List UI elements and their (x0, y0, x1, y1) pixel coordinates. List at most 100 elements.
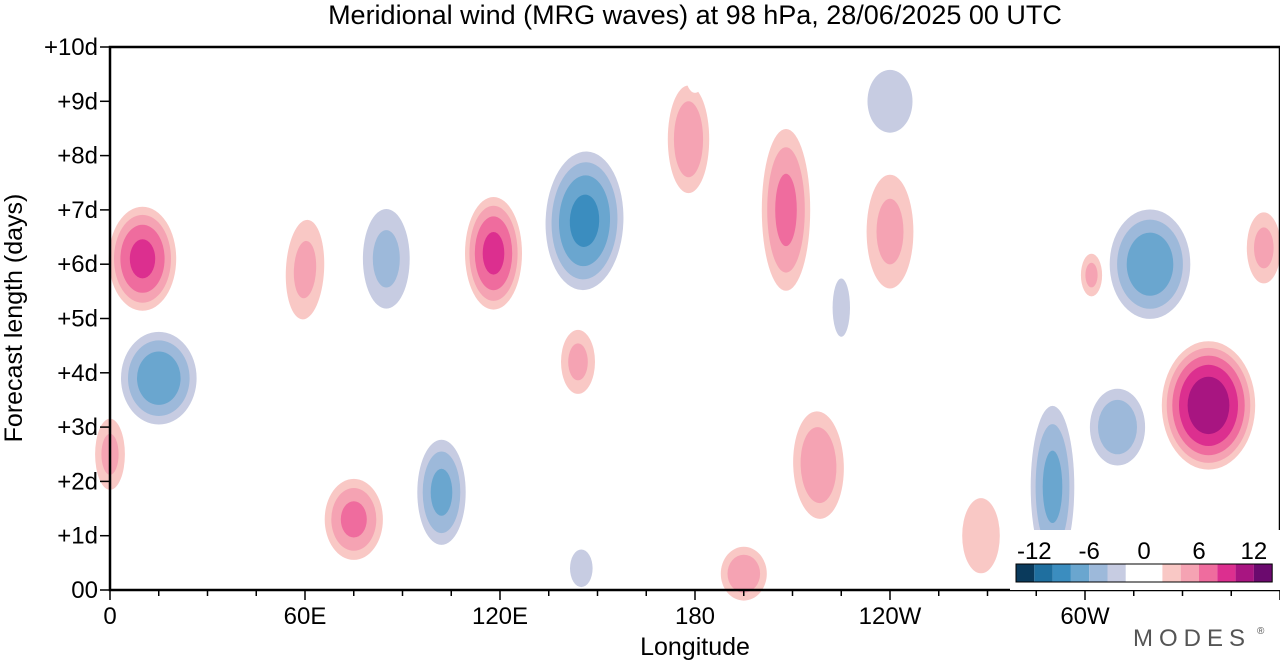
contour-band (685, 55, 705, 93)
contour-band (400, 86, 438, 181)
contour-feature (356, 194, 417, 323)
contour-feature (104, 199, 181, 318)
colorbar-cell (1144, 564, 1163, 582)
contour-feature (1077, 247, 1106, 303)
contour-feature (511, 29, 541, 87)
colorbar-tick-label: 0 (1137, 538, 1150, 565)
contour-feature (319, 471, 389, 568)
contour-feature (556, 320, 600, 404)
contour-feature (787, 399, 850, 531)
contour-band (1187, 376, 1230, 435)
contour-band (512, 471, 540, 547)
contour-band (881, 556, 899, 581)
contour-feature (941, 36, 969, 69)
contour-feature (1143, 66, 1170, 180)
contour-band (775, 173, 797, 247)
colorbar-cell (1016, 564, 1035, 582)
contour-band (1143, 66, 1170, 180)
contour-band (1085, 262, 1098, 288)
contour-feature (512, 471, 540, 547)
y-axis-label: Forecast length (days) (0, 194, 28, 443)
plot-area (90, 29, 1280, 607)
contour-feature (1157, 335, 1260, 476)
contour-feature (955, 143, 968, 168)
contour-feature (565, 541, 598, 595)
contour-band (129, 239, 156, 279)
colorbar-cell (1162, 564, 1181, 582)
contour-band (624, 43, 649, 83)
contour-feature (300, 558, 323, 590)
x-tick-label: 60W (1060, 603, 1110, 630)
contour-band (430, 468, 453, 516)
contour-band (233, 535, 279, 580)
contour-feature (881, 556, 899, 581)
x-tick-label: 120E (472, 603, 528, 630)
contour-feature (332, 395, 356, 427)
contour-feature (461, 189, 526, 318)
contour-feature (685, 55, 705, 93)
contour-band (990, 150, 1017, 226)
contour-band (569, 194, 600, 247)
contour-band (876, 198, 904, 265)
contour-feature (624, 43, 649, 83)
colorbar-cell (1125, 564, 1145, 582)
contour-band (378, 365, 394, 391)
contour-feature (1103, 201, 1197, 328)
colorbar-labels: -12 -6 0 6 12 (1017, 538, 1267, 565)
x-tick-label: 180 (675, 603, 715, 630)
x-axis-label: Longitude (640, 633, 750, 661)
colorbar-cell (1199, 564, 1218, 582)
contour-feature (990, 150, 1017, 226)
colorbar-cell (1217, 564, 1236, 582)
colorbar-tick-label: 6 (1192, 538, 1205, 565)
colorbar-cell (1253, 564, 1273, 582)
contour-feature (715, 540, 772, 607)
x-tick-label: 60E (284, 603, 327, 630)
contour-feature (423, 310, 447, 349)
contour-feature (859, 158, 921, 305)
contour-band (1252, 107, 1276, 171)
contour-feature (152, 548, 198, 599)
contour-feature (858, 57, 922, 146)
y-tick-label: +7d (57, 197, 98, 224)
contour-feature (1252, 107, 1276, 171)
contour-band (568, 343, 588, 381)
chart-title: Meridional wind (MRG waves) at 98 hPa, 2… (328, 0, 1062, 30)
contour-band (1126, 232, 1174, 296)
contour-band (777, 326, 795, 365)
colorbar-cell (1180, 564, 1199, 582)
colorbar-cells (1015, 563, 1273, 583)
contour-band (218, 214, 249, 271)
contour-band (962, 498, 1000, 574)
contour-feature (1083, 380, 1152, 475)
contour-band (727, 554, 761, 593)
modes-logo: MODES ® (1133, 625, 1265, 652)
y-axis: 00 +1d +2d +3d +4d +5d +6d +7d +8d +9d +10d (44, 34, 110, 604)
contour-band (264, 304, 294, 355)
contour-feature (1241, 202, 1280, 294)
registered-mark: ® (1257, 626, 1265, 637)
contour-feature (233, 535, 279, 580)
contour-band (300, 558, 323, 590)
y-tick-label: +10d (44, 34, 98, 61)
x-axis: 0 60E 120E 180 120W 60W (103, 590, 1280, 630)
contour-band (340, 501, 367, 538)
contour-band (955, 143, 968, 168)
y-tick-label: +3d (57, 414, 98, 441)
contour-feature (720, 464, 748, 553)
colorbar-tick-label: 12 (1241, 538, 1268, 565)
contour-band (832, 278, 850, 337)
y-tick-label: +4d (57, 360, 98, 387)
contour-band (423, 310, 447, 349)
contour-band (1254, 227, 1274, 269)
contour-feature (280, 205, 330, 334)
contour-band (956, 346, 987, 410)
contour-feature (540, 142, 629, 300)
colorbar-cell (1034, 564, 1053, 582)
contour-feature (826, 257, 857, 359)
contour-band (620, 437, 653, 515)
contour-feature (954, 482, 1008, 589)
contour-band (867, 69, 913, 133)
contour-band (137, 351, 181, 405)
